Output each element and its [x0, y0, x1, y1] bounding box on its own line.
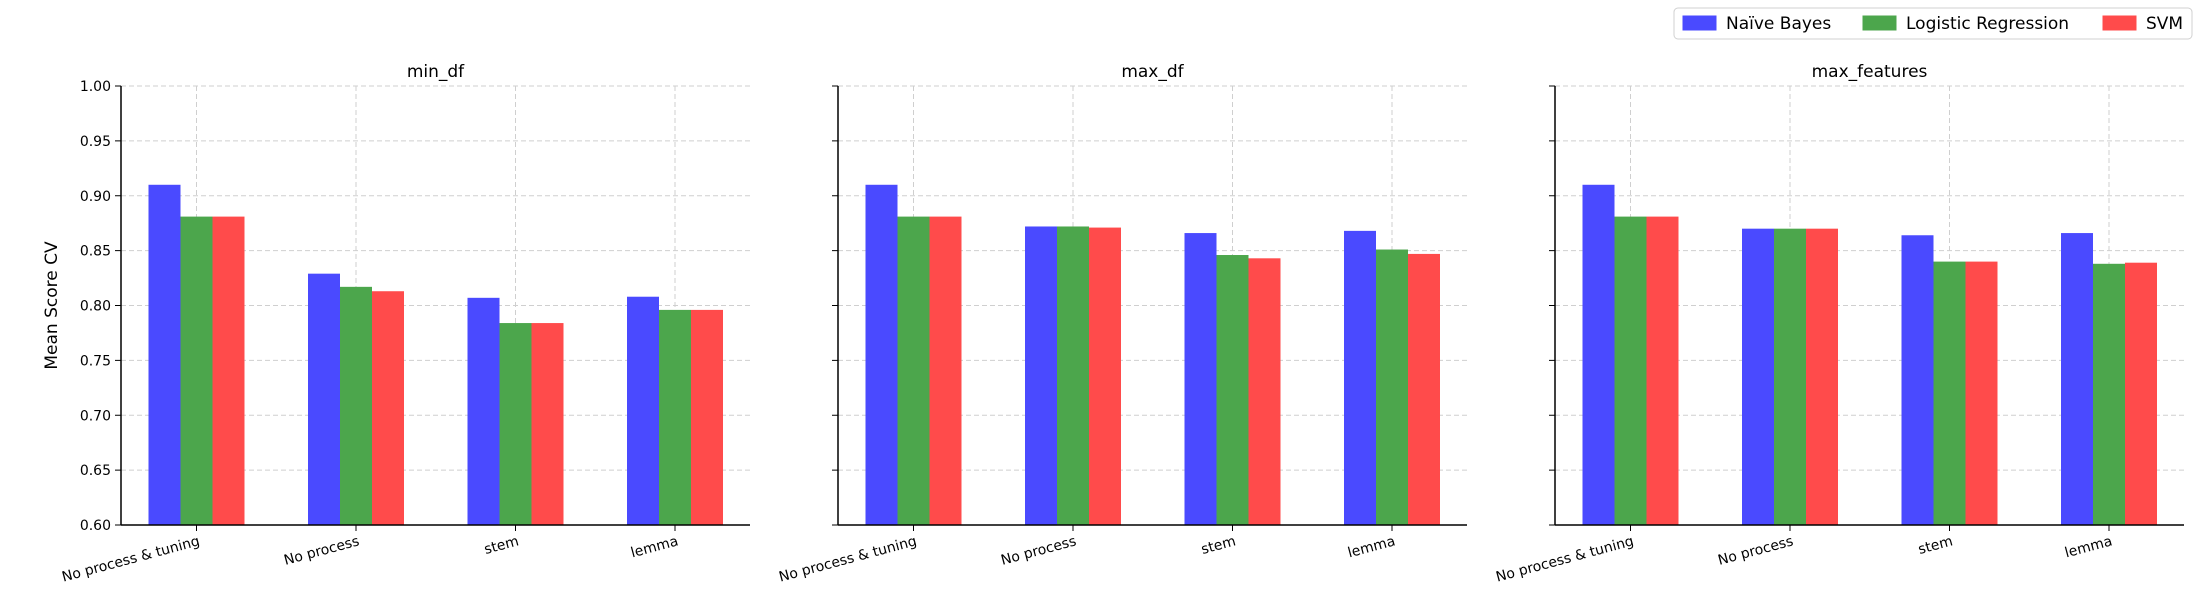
legend-swatch	[2102, 15, 2137, 31]
legend-label: Logistic Regression	[1906, 14, 2069, 34]
bar	[1408, 253, 1440, 526]
bar	[1248, 258, 1281, 525]
x-tick-label: No process	[282, 533, 361, 568]
y-tick-label: 0.70	[80, 408, 111, 424]
bar	[212, 216, 245, 526]
y-tick-label: 0.95	[80, 134, 111, 150]
bar	[1376, 249, 1408, 525]
bar	[1901, 235, 1934, 525]
x-tick-label: No process & tuning	[777, 533, 918, 585]
bar	[1965, 261, 1998, 525]
bar	[929, 216, 962, 526]
bar	[2125, 262, 2157, 525]
legend-item: SVM	[2102, 14, 2183, 34]
bar	[1184, 233, 1217, 525]
y-tick-label: 0.60	[80, 518, 111, 534]
bar	[2061, 233, 2093, 525]
legend-frame	[1673, 7, 2193, 40]
bar	[1344, 230, 1376, 525]
bar	[1933, 261, 1966, 525]
bar	[1742, 228, 1774, 526]
legend: Naïve Bayes Logistic Regression SVM	[1673, 7, 2193, 40]
panel-max_features: No process & tuning No process stem lemma ma…	[1494, 62, 2184, 586]
bar	[2093, 263, 2125, 525]
bar	[180, 216, 213, 526]
bar	[1025, 226, 1057, 526]
y-tick-label: 0.80	[80, 299, 111, 315]
bar	[1774, 228, 1806, 526]
bar	[1089, 227, 1121, 525]
x-tick-label: lemma	[629, 533, 680, 561]
bar	[1646, 216, 1679, 526]
y-tick-label: 1.00	[80, 79, 111, 95]
x-tick-label: stem	[1200, 533, 1238, 558]
panel-max_df: No process & tuning No process stem lemma ma…	[777, 62, 1467, 586]
panel-title: max_df	[1121, 62, 1184, 82]
x-tick-label: lemma	[1346, 533, 1397, 561]
bar	[1216, 255, 1249, 525]
bar	[372, 291, 404, 525]
x-tick-label: stem	[483, 533, 521, 558]
y-tick-label: 0.90	[80, 189, 111, 205]
panel-title: min_df	[407, 62, 465, 82]
x-tick-label: No process & tuning	[60, 533, 201, 585]
bar	[1806, 228, 1838, 526]
y-axis-label: Mean Score CV	[42, 241, 62, 370]
legend-label: Naïve Bayes	[1726, 14, 1831, 34]
y-tick-label: 0.65	[80, 463, 111, 479]
x-tick-label: stem	[1917, 533, 1955, 558]
bar	[308, 273, 340, 525]
panel-title: max_features	[1812, 62, 1928, 82]
bar	[340, 286, 372, 525]
bar	[865, 184, 898, 525]
panel-min_df: 0.60 0.65 0.70 0.75 0.80 0.85 0.90 0.95 1.00 No p…	[60, 62, 750, 586]
legend-label: SVM	[2146, 14, 2183, 34]
bar	[499, 323, 532, 525]
legend-item: Logistic Regression	[1862, 14, 2069, 34]
y-tick-label: 0.85	[80, 244, 111, 260]
bar	[148, 184, 181, 525]
bar	[659, 309, 691, 525]
x-tick-label: No process & tuning	[1494, 533, 1635, 585]
x-tick-label: No process	[999, 533, 1078, 568]
bar	[467, 297, 500, 525]
x-tick-label: No process	[1716, 533, 1795, 568]
y-tick-label: 0.75	[80, 353, 111, 369]
bar	[531, 323, 564, 525]
bar	[1614, 216, 1647, 526]
bar	[897, 216, 930, 526]
legend-swatch	[1682, 15, 1717, 31]
bar	[1582, 184, 1615, 525]
bar	[691, 309, 723, 525]
legend-swatch	[1862, 15, 1897, 31]
legend-item: Naïve Bayes	[1682, 14, 1831, 34]
x-tick-label: lemma	[2063, 533, 2114, 561]
bar	[627, 296, 659, 525]
bar	[1057, 226, 1089, 526]
